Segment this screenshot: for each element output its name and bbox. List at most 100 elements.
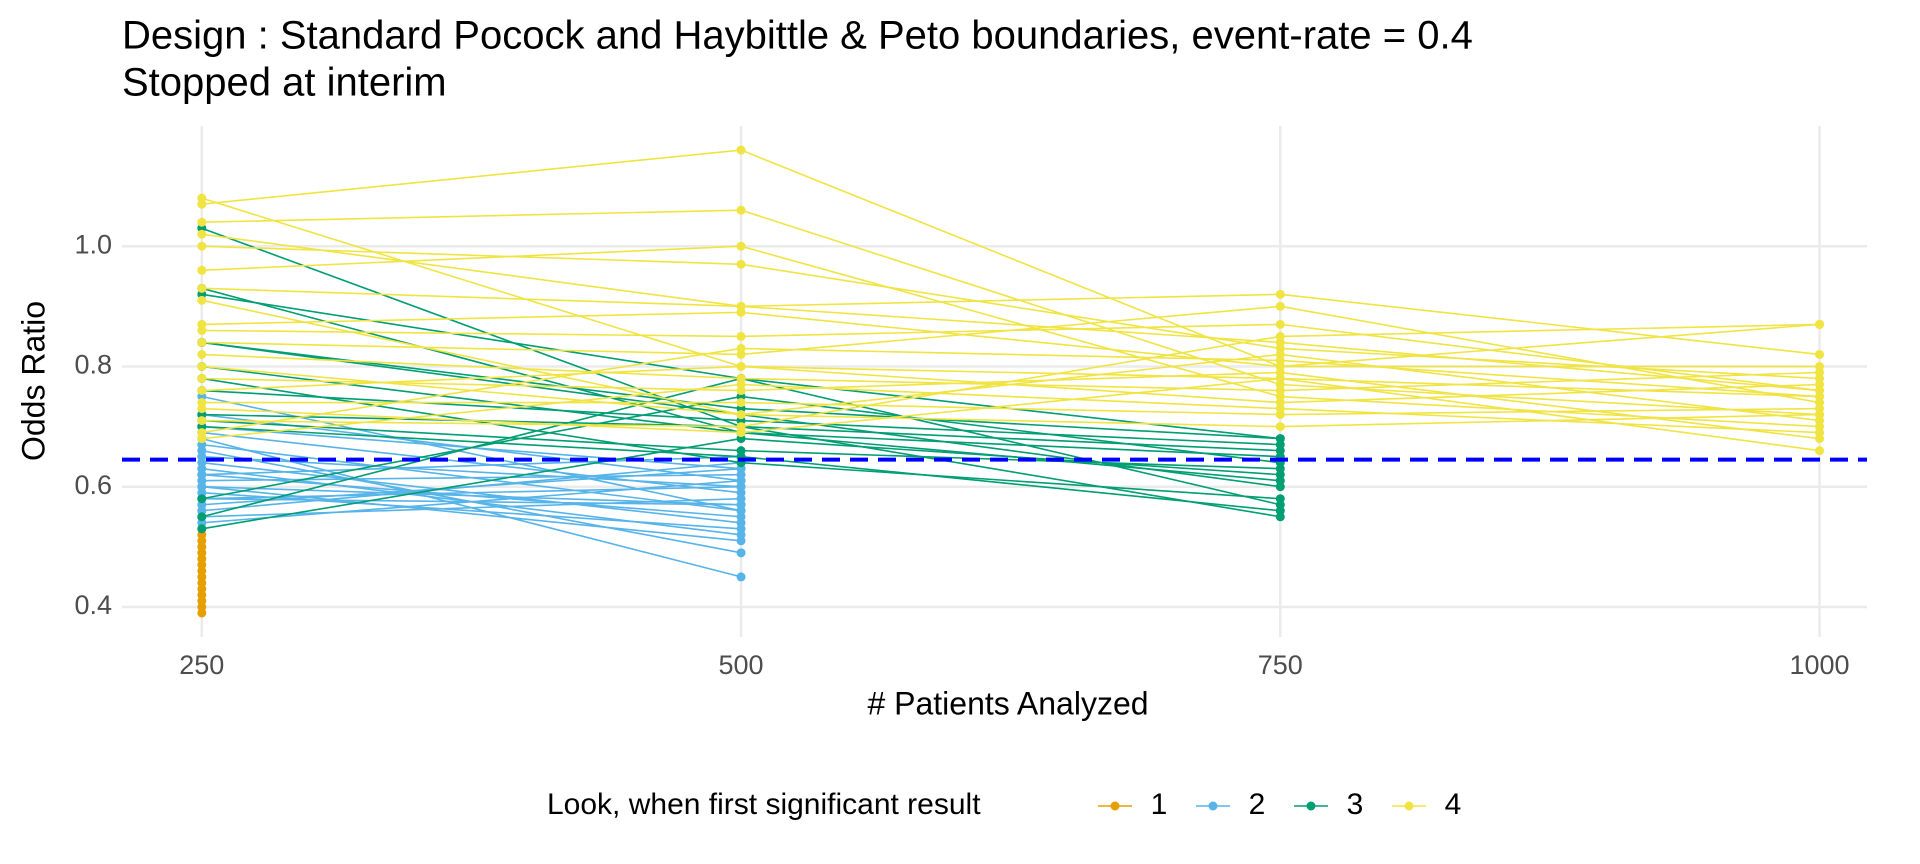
legend-key-point	[1306, 801, 1316, 811]
point	[197, 265, 207, 275]
trajectory-line	[201, 365, 1820, 404]
point	[1275, 386, 1285, 396]
point	[1275, 301, 1285, 311]
point	[197, 325, 207, 335]
legend-key-point	[1110, 801, 1120, 811]
point	[736, 241, 746, 251]
point	[736, 343, 746, 353]
point	[197, 217, 207, 227]
trajectory-line	[201, 233, 1820, 392]
point	[197, 349, 207, 359]
trajectory-line	[201, 455, 742, 488]
point	[736, 398, 746, 408]
trajectory-line	[201, 401, 1820, 416]
y-tick-label: 0.6	[74, 470, 112, 500]
trajectory-line	[201, 377, 1820, 452]
trajectory-line	[201, 431, 742, 494]
legend-key-point	[1404, 801, 1414, 811]
point	[736, 301, 746, 311]
point	[1275, 373, 1285, 383]
trajectory-line	[201, 323, 1820, 428]
trajectory-line	[201, 299, 1820, 428]
point	[197, 373, 207, 383]
point	[736, 476, 746, 486]
point	[736, 536, 746, 546]
point	[1815, 428, 1825, 438]
point	[197, 416, 207, 426]
point	[1275, 476, 1285, 486]
trajectory-line	[201, 461, 742, 524]
point	[197, 386, 207, 396]
point	[197, 470, 207, 480]
point	[736, 548, 746, 558]
point	[1275, 337, 1285, 347]
point	[736, 572, 746, 582]
point	[197, 241, 207, 251]
chart-subtitle: Stopped at interim	[122, 61, 447, 105]
point	[197, 482, 207, 492]
point	[197, 434, 207, 444]
point	[1815, 367, 1825, 377]
point	[1275, 422, 1285, 432]
legend-label: 1	[1151, 788, 1168, 821]
point	[197, 295, 207, 305]
point	[736, 331, 746, 341]
y-tick-label: 0.8	[74, 350, 112, 380]
legend-title: Look, when first significant result	[547, 788, 981, 821]
trajectory-line	[201, 485, 742, 542]
point	[736, 205, 746, 215]
trajectory-line	[201, 245, 1820, 380]
point	[1275, 506, 1285, 516]
point	[736, 380, 746, 390]
trajectory-line	[201, 311, 1820, 368]
point	[736, 361, 746, 371]
point	[197, 524, 207, 534]
trajectory-line	[201, 395, 742, 512]
point	[1275, 319, 1285, 329]
point	[1275, 404, 1285, 414]
y-tick-label: 1.0	[74, 229, 112, 259]
legend-label: 4	[1445, 788, 1462, 821]
point	[1275, 440, 1285, 450]
legend-key-point	[1208, 801, 1218, 811]
y-axis-title: Odds Ratio	[15, 301, 51, 461]
trajectory-line	[201, 347, 1820, 434]
point	[736, 410, 746, 420]
point	[736, 259, 746, 269]
x-tick-label: 750	[1258, 650, 1303, 680]
legend-label: 3	[1347, 788, 1364, 821]
x-tick-label: 250	[179, 650, 224, 680]
point	[736, 422, 746, 432]
legend-label: 2	[1249, 788, 1266, 821]
trajectory-line	[201, 461, 742, 512]
point	[197, 337, 207, 347]
y-tick-label: 0.4	[74, 590, 112, 620]
point	[736, 524, 746, 534]
point	[1815, 349, 1825, 359]
point	[1275, 494, 1285, 504]
trajectory-line	[201, 455, 742, 476]
point	[197, 283, 207, 293]
point	[736, 145, 746, 155]
point	[1275, 355, 1285, 365]
point	[1815, 386, 1825, 396]
trajectory-line	[201, 287, 1820, 356]
point	[1815, 446, 1825, 456]
chart-title: Design : Standard Pocock and Haybittle &…	[122, 14, 1473, 58]
point	[1275, 289, 1285, 299]
trajectory-line	[201, 305, 1820, 404]
trajectory-line	[201, 443, 742, 512]
point	[197, 512, 207, 522]
x-axis-title: # Patients Analyzed	[867, 685, 1148, 721]
point	[1815, 319, 1825, 329]
x-tick-label: 1000	[1790, 650, 1850, 680]
point	[197, 494, 207, 504]
point	[197, 361, 207, 371]
point	[197, 229, 207, 239]
point	[197, 199, 207, 209]
trajectory-line	[201, 491, 742, 530]
x-tick-label: 500	[719, 650, 764, 680]
trajectory-line	[201, 209, 1820, 416]
point	[197, 404, 207, 414]
